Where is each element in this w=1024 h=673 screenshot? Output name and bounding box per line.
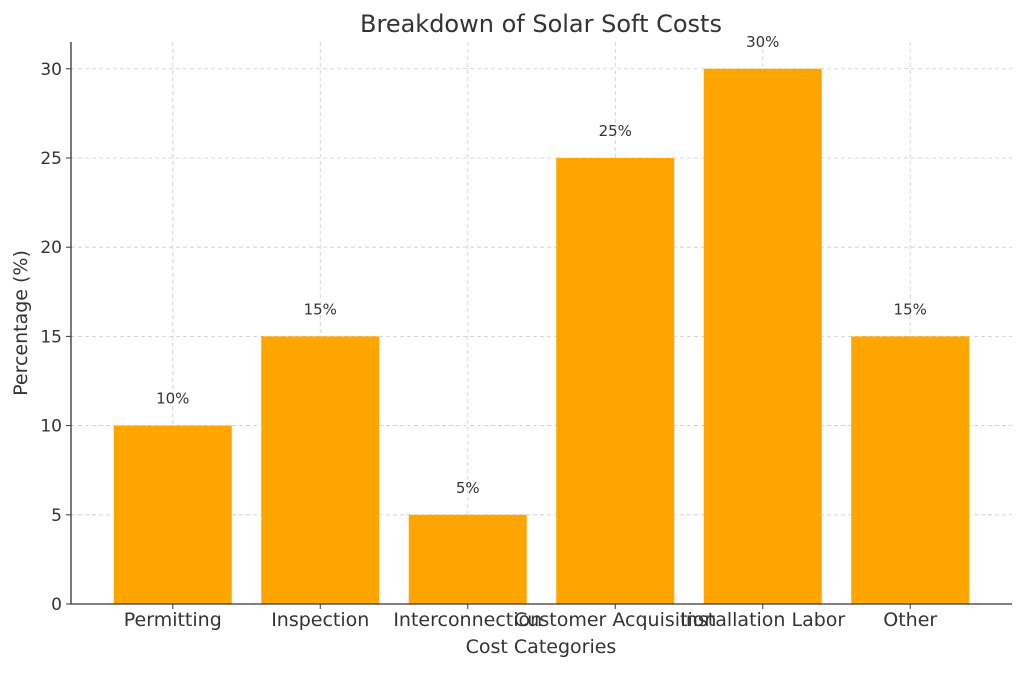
x-tick-label: Permitting xyxy=(124,609,222,631)
x-tick-label: Installation Labor xyxy=(680,609,845,631)
data-label: 25% xyxy=(599,122,632,140)
data-label: 10% xyxy=(156,390,189,408)
y-tick-label: 10 xyxy=(40,417,62,437)
x-tick-label: Other xyxy=(883,609,937,631)
x-tick-label: Inspection xyxy=(271,609,369,631)
bar-other xyxy=(851,336,970,604)
bar-permitting xyxy=(113,425,232,604)
bar-inspection xyxy=(261,336,380,604)
y-tick-label: 5 xyxy=(51,506,62,526)
data-label: 30% xyxy=(746,33,779,51)
bar-interconnection xyxy=(408,514,527,604)
data-label: 5% xyxy=(456,479,480,497)
bar-installation-labor xyxy=(703,68,822,604)
x-axis-label: Cost Categories xyxy=(466,636,617,658)
y-tick-label: 20 xyxy=(40,238,62,258)
chart-title: Breakdown of Solar Soft Costs xyxy=(360,10,722,38)
y-tick-label: 0 xyxy=(51,595,62,615)
data-label: 15% xyxy=(304,300,337,318)
y-tick-label: 30 xyxy=(40,60,62,80)
x-tick-label: Interconnection xyxy=(393,609,542,631)
y-tick-label: 15 xyxy=(40,327,62,347)
y-tick-label: 25 xyxy=(40,149,62,169)
bar-customer-acquisition xyxy=(556,157,675,604)
data-label: 15% xyxy=(894,300,927,318)
x-tick-label: Customer Acquisition xyxy=(514,609,716,631)
y-axis-label: Percentage (%) xyxy=(10,250,32,396)
